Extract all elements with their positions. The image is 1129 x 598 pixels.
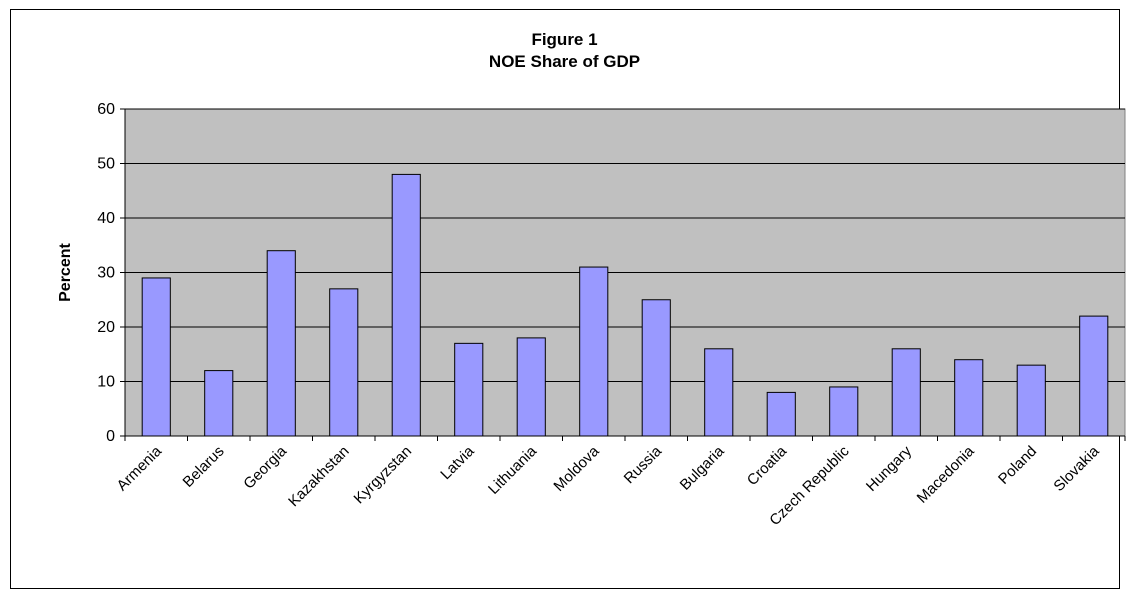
bar-russia: [641, 299, 671, 437]
x-tick-label: Belarus: [180, 443, 228, 491]
x-tick-label: Slovakia: [1050, 442, 1103, 495]
x-tick-label: Croatia: [744, 442, 791, 489]
bar-bulgaria: [704, 348, 734, 437]
chart-subtitle: NOE Share of GDP: [488, 52, 641, 71]
x-tick-label: Armenia: [114, 442, 166, 494]
bar-armenia: [141, 277, 171, 437]
bar-slovakia: [1079, 315, 1109, 437]
bar-czech-republic: [829, 386, 859, 437]
x-tick-label: Kazakhstan: [285, 443, 352, 510]
y-tick-label: 50: [97, 156, 115, 173]
bar-latvia: [454, 342, 484, 437]
y-tick-label: 0: [106, 428, 115, 445]
bar-georgia: [266, 250, 296, 437]
x-tick-label: Georgia: [240, 442, 290, 492]
x-tick-label: Kyrgyzstan: [351, 443, 415, 507]
x-tick-label: Moldova: [550, 442, 603, 495]
bar-hungary: [891, 348, 921, 437]
x-tick-label: Hungary: [863, 442, 915, 494]
x-tick-label: Macedonia: [914, 442, 978, 506]
bar-macedonia: [954, 359, 984, 437]
bar-moldova: [579, 266, 609, 437]
chart-title: Figure 1: [531, 30, 598, 49]
y-tick-label: 60: [97, 101, 115, 118]
y-tick-label: 10: [97, 374, 115, 391]
y-tick-label: 40: [97, 210, 115, 227]
bar-poland: [1016, 364, 1046, 437]
bars: [141, 173, 1109, 437]
x-tick-label: Bulgaria: [677, 442, 728, 493]
y-axis-label: Percent: [57, 242, 74, 301]
x-tick-label: Poland: [995, 443, 1040, 488]
bar-lithuania: [516, 337, 546, 437]
x-tick-label: Latvia: [437, 442, 478, 483]
bar-croatia: [766, 391, 796, 437]
bar-kazakhstan: [329, 288, 359, 437]
y-tick-label: 30: [97, 265, 115, 282]
bar-kyrgyzstan: [391, 173, 421, 437]
x-tick-label: Lithuania: [485, 442, 541, 498]
bar-belarus: [204, 370, 234, 437]
x-tick-label: Russia: [621, 442, 666, 487]
y-tick-label: 20: [97, 319, 115, 336]
